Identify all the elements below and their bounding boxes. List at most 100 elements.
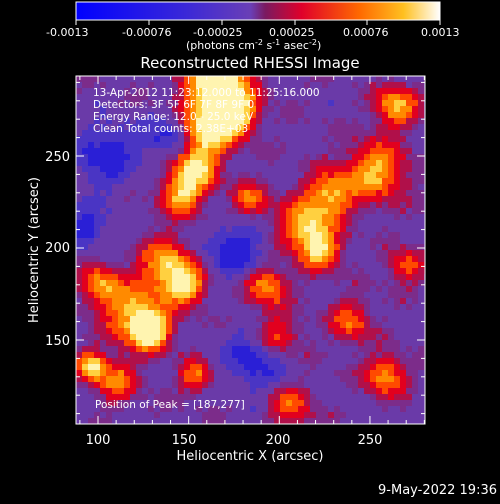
image-pixel: [352, 172, 359, 179]
image-pixel: [94, 274, 101, 281]
image-pixel: [232, 220, 239, 227]
image-pixel: [238, 334, 245, 341]
image-pixel: [178, 130, 185, 137]
image-pixel: [208, 406, 215, 413]
image-pixel: [166, 334, 173, 341]
image-pixel: [376, 370, 383, 377]
image-pixel: [232, 226, 239, 233]
image-pixel: [202, 286, 209, 293]
image-pixel: [148, 184, 155, 191]
image-pixel: [262, 388, 269, 395]
image-pixel: [418, 106, 425, 113]
image-pixel: [418, 142, 425, 149]
image-pixel: [352, 220, 359, 227]
image-pixel: [310, 400, 317, 407]
image-pixel: [148, 328, 155, 335]
image-pixel: [388, 304, 395, 311]
image-pixel: [382, 286, 389, 293]
image-pixel: [328, 268, 335, 275]
image-pixel: [160, 124, 167, 131]
image-pixel: [346, 388, 353, 395]
image-pixel: [88, 328, 95, 335]
image-pixel: [268, 316, 275, 323]
image-pixel: [178, 76, 185, 83]
image-pixel: [376, 88, 383, 95]
image-pixel: [148, 262, 155, 269]
image-pixel: [154, 364, 161, 371]
image-pixel: [202, 178, 209, 185]
image-pixel: [280, 166, 287, 173]
image-pixel: [292, 154, 299, 161]
image-pixel: [364, 172, 371, 179]
image-pixel: [106, 286, 113, 293]
image-pixel: [166, 328, 173, 335]
image-pixel: [166, 130, 173, 137]
image-pixel: [208, 184, 215, 191]
image-pixel: [112, 382, 119, 389]
image-pixel: [208, 142, 215, 149]
image-pixel: [412, 304, 419, 311]
image-pixel: [190, 82, 197, 89]
image-pixel: [406, 94, 413, 101]
image-pixel: [250, 340, 257, 347]
image-pixel: [94, 82, 101, 89]
image-pixel: [286, 298, 293, 305]
image-pixel: [76, 94, 83, 101]
image-pixel: [394, 334, 401, 341]
image-pixel: [184, 148, 191, 155]
image-pixel: [328, 292, 335, 299]
image-pixel: [124, 100, 131, 107]
image-pixel: [394, 148, 401, 155]
image-pixel: [196, 340, 203, 347]
image-pixel: [292, 130, 299, 137]
image-pixel: [214, 340, 221, 347]
image-pixel: [364, 340, 371, 347]
image-pixel: [136, 76, 143, 83]
image-pixel: [190, 286, 197, 293]
image-pixel: [340, 106, 347, 113]
image-pixel: [94, 136, 101, 143]
image-pixel: [166, 358, 173, 365]
image-pixel: [106, 394, 113, 401]
image-pixel: [286, 166, 293, 173]
image-pixel: [214, 268, 221, 275]
image-pixel: [196, 244, 203, 251]
image-pixel: [154, 280, 161, 287]
image-pixel: [286, 82, 293, 89]
image-pixel: [226, 184, 233, 191]
image-pixel: [244, 238, 251, 245]
image-pixel: [262, 214, 269, 221]
image-pixel: [220, 88, 227, 95]
image-pixel: [244, 376, 251, 383]
image-pixel: [112, 160, 119, 167]
image-pixel: [250, 394, 257, 401]
image-pixel: [262, 160, 269, 167]
image-pixel: [322, 382, 329, 389]
image-pixel: [178, 184, 185, 191]
image-pixel: [322, 304, 329, 311]
image-pixel: [340, 196, 347, 203]
image-pixel: [208, 412, 215, 419]
image-pixel: [190, 214, 197, 221]
image-pixel: [184, 136, 191, 143]
image-pixel: [112, 196, 119, 203]
image-pixel: [406, 118, 413, 125]
image-pixel: [298, 298, 305, 305]
image-pixel: [160, 418, 167, 424]
image-pixel: [166, 316, 173, 323]
image-pixel: [304, 76, 311, 83]
image-pixel: [400, 94, 407, 101]
image-pixel: [262, 226, 269, 233]
image-pixel: [118, 382, 125, 389]
image-pixel: [112, 172, 119, 179]
image-pixel: [262, 346, 269, 353]
image-pixel: [412, 154, 419, 161]
image-pixel: [286, 250, 293, 257]
image-pixel: [322, 118, 329, 125]
image-pixel: [94, 232, 101, 239]
image-pixel: [388, 370, 395, 377]
image-pixel: [214, 352, 221, 359]
image-pixel: [334, 190, 341, 197]
image-pixel: [346, 238, 353, 245]
image-pixel: [244, 286, 251, 293]
